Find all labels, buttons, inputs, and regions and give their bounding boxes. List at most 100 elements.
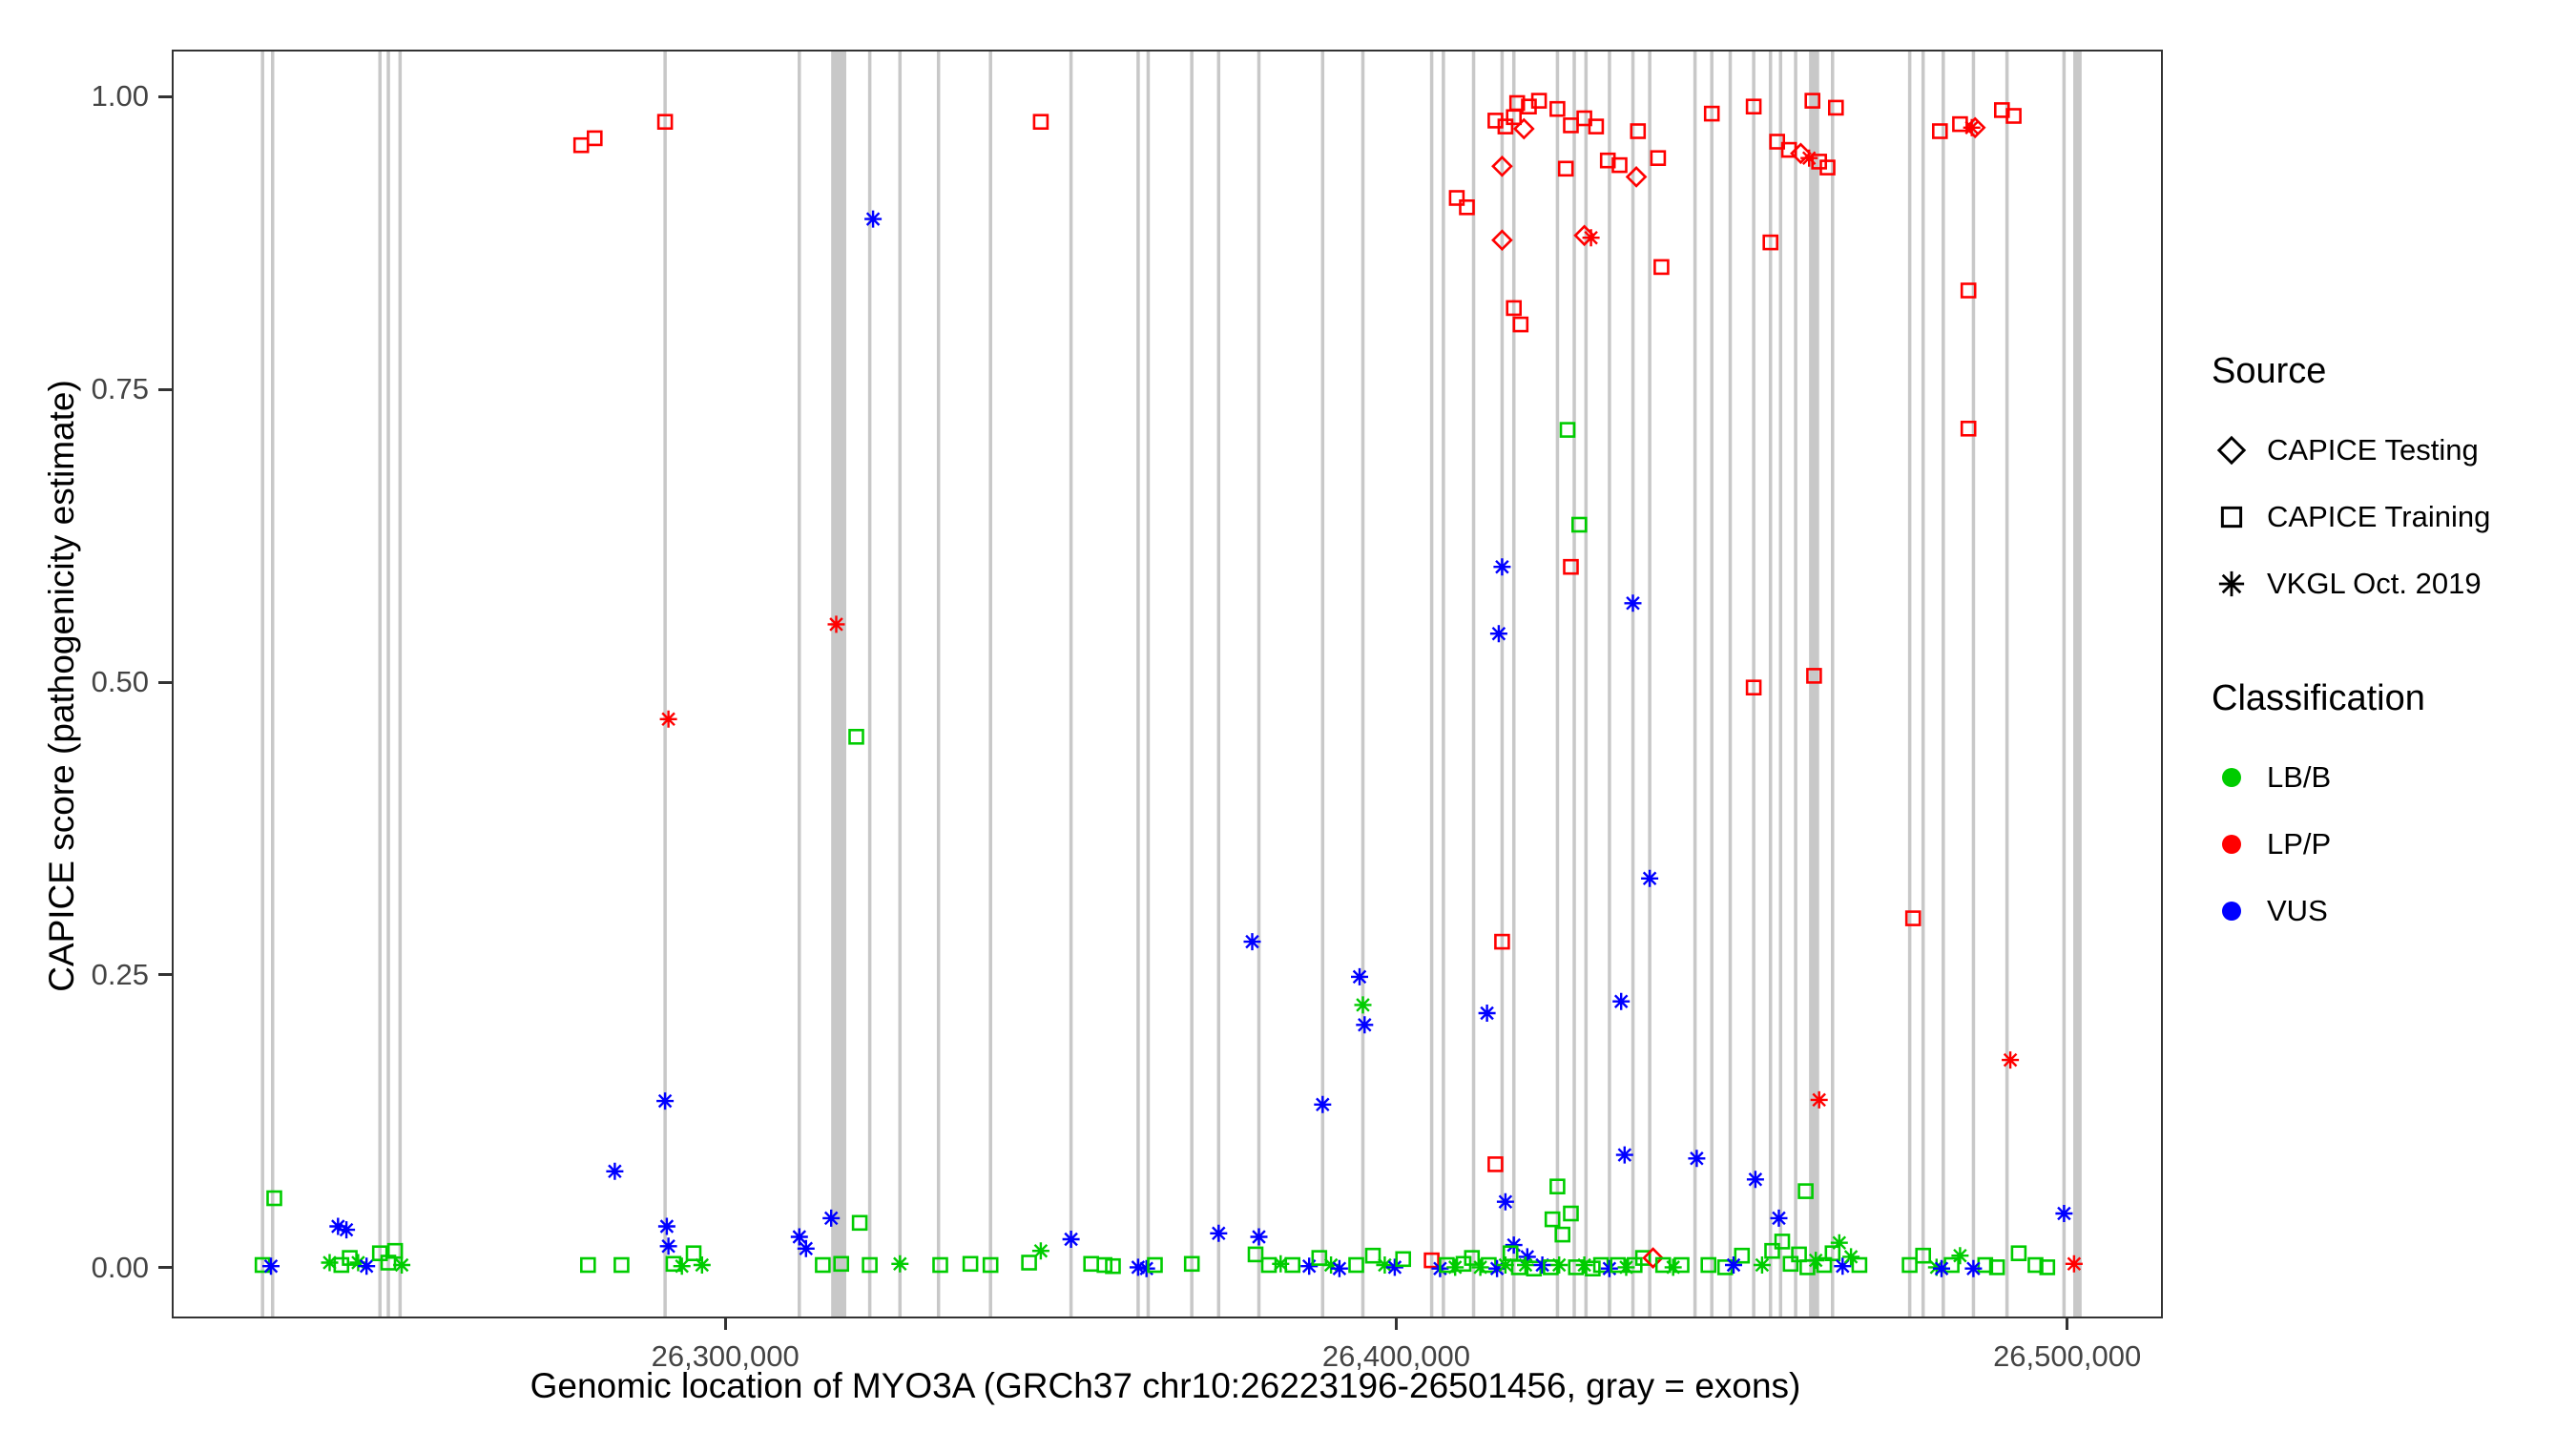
plot-panel — [172, 50, 2163, 1318]
data-point — [613, 1256, 630, 1274]
data-point — [1797, 1183, 1814, 1199]
y-tick-label: 1.00 — [91, 79, 149, 114]
data-point — [1351, 967, 1368, 985]
legend-source-title: Source — [2212, 351, 2327, 391]
data-point — [1764, 1242, 1780, 1259]
data-point — [1549, 100, 1566, 117]
data-point — [1830, 1234, 1848, 1252]
data-point — [1630, 123, 1647, 139]
exon-band — [2073, 52, 2082, 1317]
exon-band — [1921, 52, 1925, 1317]
data-point — [1625, 166, 1648, 188]
data-point — [1549, 1178, 1566, 1194]
exon-band — [2005, 52, 2009, 1317]
data-point — [1284, 1256, 1300, 1274]
data-point — [1807, 1252, 1825, 1270]
diamond-icon — [2216, 435, 2247, 466]
x-tick-label: 26,300,000 — [651, 1339, 800, 1373]
data-point — [1250, 1228, 1268, 1246]
data-point — [693, 1256, 711, 1274]
data-point — [1650, 150, 1667, 166]
data-point — [1557, 160, 1574, 177]
exon-band — [1971, 52, 1976, 1317]
data-point — [1575, 1256, 1593, 1274]
data-point — [1105, 1257, 1121, 1275]
data-point — [982, 1256, 999, 1274]
exon-band — [1572, 52, 1576, 1317]
exon-band — [1216, 52, 1221, 1317]
data-point — [371, 1245, 388, 1261]
exon-band — [1728, 52, 1733, 1317]
data-point — [862, 1256, 878, 1274]
data-point — [1021, 1255, 1037, 1271]
exon-band — [1500, 52, 1505, 1317]
data-point — [932, 1256, 948, 1274]
blue-dot-icon — [2222, 902, 2241, 921]
data-point — [1800, 149, 1818, 167]
data-point — [2005, 108, 2022, 124]
data-point — [1330, 1259, 1348, 1277]
data-point — [1487, 1156, 1504, 1172]
data-point — [1753, 1256, 1771, 1274]
data-point — [1550, 1256, 1568, 1274]
data-point — [1611, 156, 1628, 174]
data-point — [1592, 1256, 1610, 1274]
data-point — [1824, 1245, 1841, 1261]
data-point — [1491, 229, 1513, 252]
data-point — [1348, 1256, 1364, 1274]
data-point — [822, 1209, 841, 1227]
data-point — [1554, 1226, 1570, 1243]
y-tick-label: 0.00 — [91, 1250, 149, 1284]
exon-band — [1710, 52, 1714, 1317]
data-point — [1494, 933, 1510, 950]
exon-band — [1809, 52, 1819, 1317]
legend-item-vkgl: VKGL Oct. 2019 — [2212, 550, 2565, 617]
y-tick-mark — [158, 1266, 172, 1270]
exon-band — [1584, 52, 1589, 1317]
exon-band — [936, 52, 941, 1317]
exon-band — [1069, 52, 1073, 1317]
data-point — [827, 615, 845, 633]
data-point — [329, 1217, 347, 1235]
data-point — [1481, 1256, 1497, 1274]
data-point — [1762, 234, 1778, 251]
exon-band — [1320, 52, 1325, 1317]
data-point — [1300, 1257, 1319, 1275]
exon-band — [1511, 52, 1516, 1317]
data-point — [657, 1217, 675, 1235]
data-point — [1664, 1258, 1682, 1276]
green-dot-icon — [2222, 768, 2241, 787]
data-point — [1588, 118, 1605, 135]
data-point — [1464, 1250, 1481, 1266]
data-point — [1964, 1259, 1983, 1277]
data-point — [1734, 1247, 1751, 1264]
exon-band — [378, 52, 383, 1317]
data-point — [1774, 1234, 1791, 1250]
exon-band — [398, 52, 403, 1317]
data-point — [1512, 316, 1529, 333]
data-point — [1624, 594, 1642, 612]
y-tick-label: 0.25 — [91, 957, 149, 991]
data-point — [1311, 1250, 1328, 1266]
data-point — [797, 1239, 815, 1257]
data-point — [1459, 199, 1475, 216]
data-point — [1585, 1260, 1601, 1276]
data-point — [1243, 933, 1261, 951]
data-point — [1745, 679, 1762, 696]
legend-item-label: VKGL Oct. 2019 — [2267, 567, 2482, 600]
exon-band — [663, 52, 667, 1317]
data-point — [1951, 1247, 1969, 1265]
data-point — [386, 1242, 404, 1259]
legend-item-label: CAPICE Testing — [2267, 433, 2479, 467]
data-point — [1790, 142, 1812, 165]
y-tick-mark — [158, 94, 172, 98]
data-point — [1933, 1259, 1950, 1277]
data-point — [1782, 1255, 1799, 1273]
data-point — [1183, 1255, 1200, 1273]
exon-band — [1555, 52, 1560, 1317]
data-point — [1819, 159, 1836, 176]
data-point — [1322, 1256, 1340, 1274]
legend-item-lbb: LB/B — [2212, 744, 2565, 811]
data-point — [1423, 1252, 1440, 1269]
data-point — [2027, 1256, 2044, 1274]
